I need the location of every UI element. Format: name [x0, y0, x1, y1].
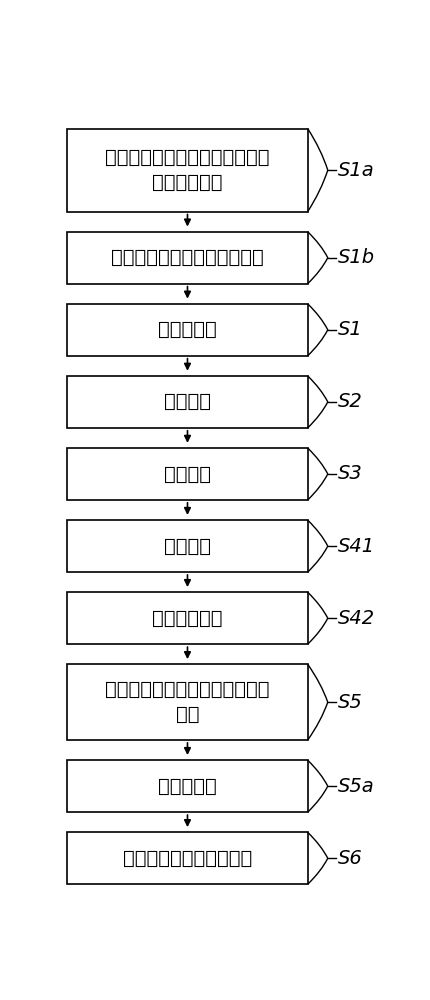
- Text: S5: S5: [337, 693, 362, 712]
- Bar: [67, 664, 307, 740]
- Text: 阻焊塞孔: 阻焊塞孔: [163, 464, 211, 483]
- Text: 对线路板进行终固化处理: 对线路板进行终固化处理: [123, 849, 252, 868]
- Text: 印刷阻焊油墨: 印刷阻焊油墨: [152, 609, 222, 628]
- Text: S3: S3: [337, 464, 362, 483]
- Text: S1b: S1b: [337, 248, 374, 267]
- Text: S1a: S1a: [337, 161, 374, 180]
- Bar: [67, 376, 307, 428]
- Text: 阻焊前处理: 阻焊前处理: [158, 320, 216, 339]
- Text: S6: S6: [337, 849, 362, 868]
- Text: 根据线路板上的待塞孔结构制作
塞孔钻带文件: 根据线路板上的待塞孔结构制作 塞孔钻带文件: [105, 148, 269, 192]
- Text: S42: S42: [337, 609, 374, 628]
- Text: S2: S2: [337, 392, 362, 411]
- Text: 制作钉床: 制作钉床: [163, 537, 211, 556]
- Text: 根据塞孔钻带文制作塞孔铝片: 根据塞孔钻带文制作塞孔铝片: [111, 248, 263, 267]
- Text: 烘板处理: 烘板处理: [163, 392, 211, 411]
- Bar: [67, 520, 307, 572]
- Bar: [67, 304, 307, 356]
- Text: 对线路板进行对位、曝光及显影
处理: 对线路板进行对位、曝光及显影 处理: [105, 680, 269, 724]
- Bar: [67, 129, 307, 212]
- Bar: [67, 232, 307, 284]
- Text: 返曝光处理: 返曝光处理: [158, 777, 216, 796]
- Bar: [67, 760, 307, 812]
- Text: S41: S41: [337, 537, 374, 556]
- Text: S1: S1: [337, 320, 362, 339]
- Bar: [67, 592, 307, 644]
- Bar: [67, 832, 307, 884]
- Text: S5a: S5a: [337, 777, 374, 796]
- Bar: [67, 448, 307, 500]
